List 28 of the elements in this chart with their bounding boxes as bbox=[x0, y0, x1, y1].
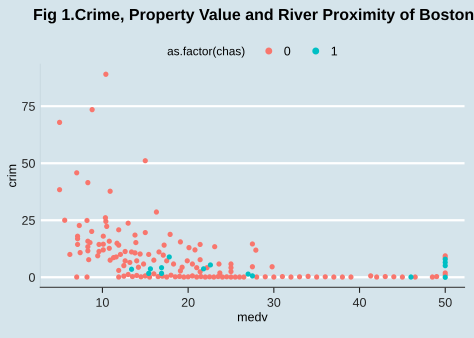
x-tick-label: 50 bbox=[438, 298, 452, 307]
y-tick-label: 50 bbox=[22, 159, 35, 168]
legend-label: 0 bbox=[284, 46, 290, 56]
chart-title: Fig 1.Crime, Property Value and River Proximity of Boston bbox=[34, 8, 474, 24]
point bbox=[146, 270, 152, 276]
y-tick-label: 75 bbox=[22, 102, 35, 111]
x-tick-label: 20 bbox=[182, 298, 195, 307]
x-tick-label: 40 bbox=[352, 298, 366, 307]
point bbox=[208, 262, 214, 268]
point bbox=[148, 266, 154, 272]
y-tick-label: 0 bbox=[28, 273, 35, 282]
point bbox=[246, 271, 251, 277]
point bbox=[408, 274, 414, 280]
point bbox=[166, 254, 172, 260]
point bbox=[442, 263, 448, 268]
x-axis-title: medv bbox=[238, 312, 268, 322]
x-tick-label: 30 bbox=[267, 298, 280, 307]
y-tick-label: 25 bbox=[22, 216, 35, 225]
x-tick-label: 10 bbox=[96, 298, 109, 307]
point bbox=[442, 274, 448, 280]
point bbox=[200, 266, 206, 272]
point bbox=[128, 266, 134, 272]
point bbox=[158, 265, 164, 270]
point bbox=[158, 270, 164, 276]
y-axis-title: crim bbox=[7, 164, 16, 188]
legend-title: as.factor(chas) bbox=[168, 46, 244, 58]
legend-label: 1 bbox=[332, 46, 338, 56]
point bbox=[250, 273, 256, 278]
